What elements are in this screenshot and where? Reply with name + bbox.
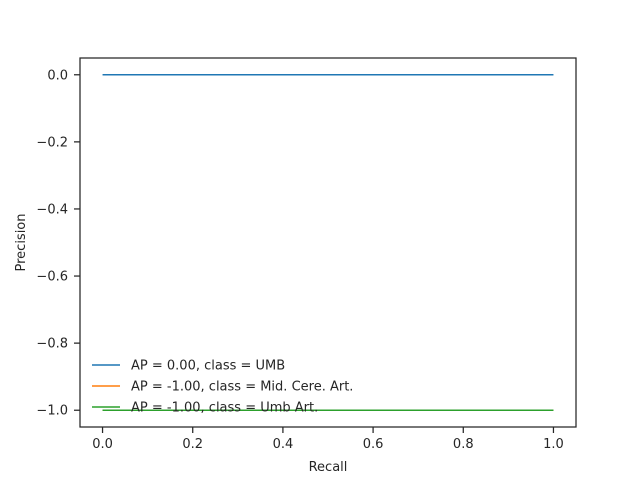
y-tick-label: −0.8 <box>36 337 68 352</box>
x-tick-label: 0.8 <box>453 437 474 452</box>
legend: AP = 0.00, class = UMB AP = -1.00, class … <box>92 359 353 416</box>
x-tick-label: 0.6 <box>363 437 384 452</box>
y-tick-label: −0.2 <box>36 135 68 150</box>
ticks-layer: 0.0 0.2 0.4 0.6 0.8 1.0 0.0 −0.2 −0.4 −0.6 −0.8 −1.… <box>36 68 563 452</box>
legend-label-3: AP = -1.00, class = Umb Art. <box>131 401 318 416</box>
legend-label-1: AP = 0.00, class = UMB <box>131 359 285 374</box>
plot-frame <box>79 57 577 428</box>
x-tick-label: 0.4 <box>273 437 294 452</box>
y-tick-label: −0.4 <box>36 202 68 217</box>
x-tick-label: 0.0 <box>92 437 113 452</box>
x-tick-label: 1.0 <box>543 437 564 452</box>
y-tick-label: −0.6 <box>36 270 68 285</box>
y-tick-label: −1.0 <box>36 404 68 419</box>
y-axis-label: Precision <box>14 213 29 271</box>
legend-label-2: AP = -1.00, class = Mid. Cere. Art. <box>131 380 353 395</box>
x-tick-label: 0.2 <box>182 437 203 452</box>
y-tick-label: 0.0 <box>47 68 68 83</box>
plot-area <box>80 58 576 427</box>
x-axis-label: Recall <box>309 460 348 475</box>
series-layer <box>102 74 554 411</box>
